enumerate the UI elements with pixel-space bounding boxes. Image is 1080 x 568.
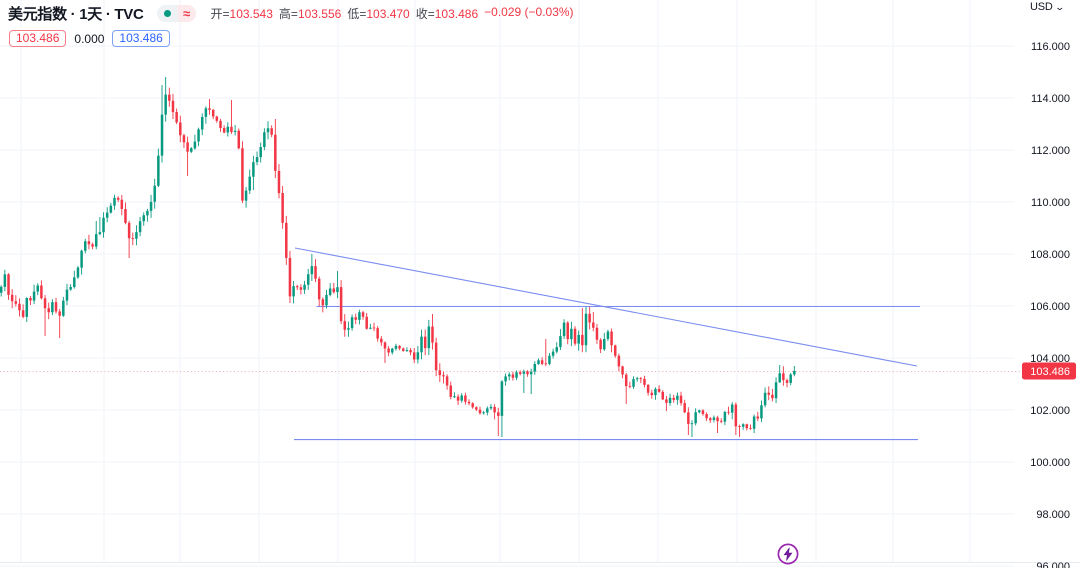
svg-text:112.000: 112.000 [1031,145,1070,157]
svg-text:108.000: 108.000 [1030,249,1070,261]
svg-text:96.000: 96.000 [1036,561,1070,568]
svg-text:114.000: 114.000 [1031,93,1070,105]
svg-text:116.000: 116.000 [1031,41,1070,53]
svg-text:103.486: 103.486 [1030,366,1070,378]
svg-text:110.000: 110.000 [1031,197,1070,209]
svg-text:102.000: 102.000 [1030,405,1070,417]
svg-text:98.000: 98.000 [1036,509,1070,521]
svg-text:104.000: 104.000 [1030,353,1070,365]
svg-text:100.000: 100.000 [1030,457,1070,469]
svg-text:106.000: 106.000 [1030,301,1070,313]
